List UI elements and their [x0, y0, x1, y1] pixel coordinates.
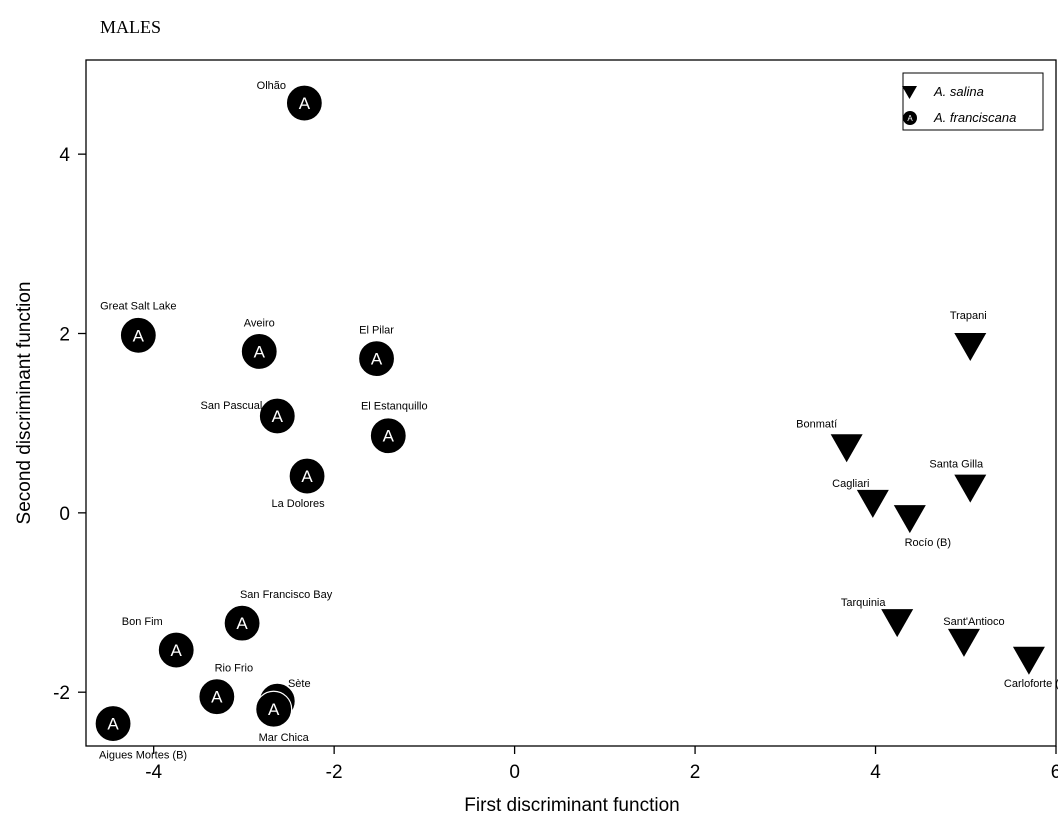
legend-box [902, 72, 1044, 131]
franciscana-marker-el-pilar [357, 340, 396, 378]
point-label-rocio-b: Rocío (B) [905, 537, 951, 549]
point-label-bonmati: Bonmatí [796, 418, 837, 430]
franciscana-marker-letter: A [211, 688, 223, 707]
salina-marker-tarquinia [881, 609, 914, 638]
data-points: A A A A A A A A A A A A A [94, 84, 1045, 743]
point-label-olhao: Olhão [257, 80, 286, 92]
x-tick-label: -2 [326, 762, 343, 783]
franciscana-marker-letter: A [107, 715, 119, 734]
legend-label-franciscana: A. franciscana [933, 110, 1016, 125]
franciscana-marker-letter: A [371, 350, 383, 369]
salina-marker-trapani [954, 332, 987, 361]
franciscana-marker-letter: A [301, 467, 313, 486]
franciscana-marker-mar-chica [255, 690, 293, 728]
x-tick-label: 6 [1051, 762, 1058, 783]
point-label-cagliari: Cagliari [832, 478, 869, 490]
point-label-santa-gilla: Santa Gilla [929, 459, 984, 471]
data-labels: Trapani Bonmatí Santa Gilla Cagliari Rocío (… [99, 80, 1058, 762]
salina-marker-cagliari [856, 489, 889, 518]
franciscana-marker-letter: A [236, 614, 248, 633]
legend-circle-marker [903, 111, 917, 125]
point-label-sete: Sète [288, 678, 311, 690]
franciscana-marker-letter: A [171, 641, 183, 660]
point-label-tarquinia: Tarquinia [841, 597, 887, 609]
point-label-great-salt-lake: Great Salt Lake [100, 300, 176, 312]
franciscana-marker-letter: A [268, 700, 280, 719]
y-tick-label: 4 [59, 145, 70, 166]
point-label-el-pilar: El Pilar [359, 325, 394, 337]
x-tick-label: 0 [509, 762, 520, 783]
y-tick-label: 0 [59, 504, 70, 525]
y-tick-label: -2 [53, 683, 70, 704]
x-tick-label: 2 [690, 762, 701, 783]
franciscana-marker-letter: A [254, 342, 266, 361]
salina-marker-sant-antioco [947, 628, 980, 657]
legend: A. salina A A. franciscana [902, 72, 1044, 131]
franciscana-marker-aigues-mortes-b [94, 704, 132, 743]
franciscana-marker-rio-frio [198, 678, 236, 716]
x-tick-label: -4 [145, 762, 162, 783]
point-label-sant-antioco: Sant'Antioco [943, 616, 1004, 628]
salina-marker-bonmati [830, 434, 863, 463]
franciscana-marker-aveiro [240, 332, 278, 371]
salina-marker-carloforte-b [1012, 646, 1045, 675]
x-tick-label: 4 [870, 762, 881, 783]
franciscana-marker-letter: A [272, 407, 284, 426]
legend-label-salina: A. salina [933, 84, 984, 99]
point-label-san-pascual: San Pascual [201, 400, 263, 412]
franciscana-marker-san-francisco-bay [223, 604, 261, 642]
franciscana-marker-letter: A [383, 427, 395, 446]
franciscana-marker-bon-fim [157, 631, 195, 669]
franciscana-marker-el-estanquillo [369, 417, 407, 455]
franciscana-marker-great-salt-lake [119, 316, 157, 354]
franciscana-marker-olhao [285, 84, 323, 122]
legend-triangle-down-marker [902, 86, 917, 99]
franciscana-marker-la-dolores [288, 457, 326, 495]
point-label-mar-chica: Mar Chica [259, 732, 310, 744]
point-label-carloforte-b: Carloforte (B) [1004, 678, 1058, 690]
point-label-bon-fim: Bon Fim [122, 616, 163, 628]
point-label-rio-frio: Rio Frio [215, 663, 254, 675]
point-label-la-dolores: La Dolores [271, 498, 325, 510]
point-label-san-francisco-bay: San Francisco Bay [240, 589, 333, 601]
legend-circle-marker-letter: A [907, 114, 913, 123]
franciscana-marker-san-pascual [258, 397, 296, 435]
point-label-aveiro: Aveiro [244, 317, 275, 329]
point-label-el-estanquillo: El Estanquillo [361, 401, 428, 413]
x-axis-label: First discriminant function [464, 795, 679, 816]
franciscana-marker-letter: A [133, 326, 145, 345]
axes: -4 -2 0 2 4 6 -2 0 2 4 [53, 145, 1058, 783]
point-label-aigues-mortes-b: Aigues Mortes (B) [99, 750, 187, 762]
franciscana-marker-letter: A [299, 94, 311, 113]
y-tick-label: 2 [59, 325, 70, 346]
plot-frame [85, 59, 1057, 747]
y-axis-label: Second discriminant function [14, 282, 35, 525]
salina-marker-rocio-b [893, 505, 926, 534]
chart-title: MALES [100, 17, 161, 37]
point-label-trapani: Trapani [950, 310, 987, 322]
salina-marker-santa-gilla [954, 474, 987, 503]
